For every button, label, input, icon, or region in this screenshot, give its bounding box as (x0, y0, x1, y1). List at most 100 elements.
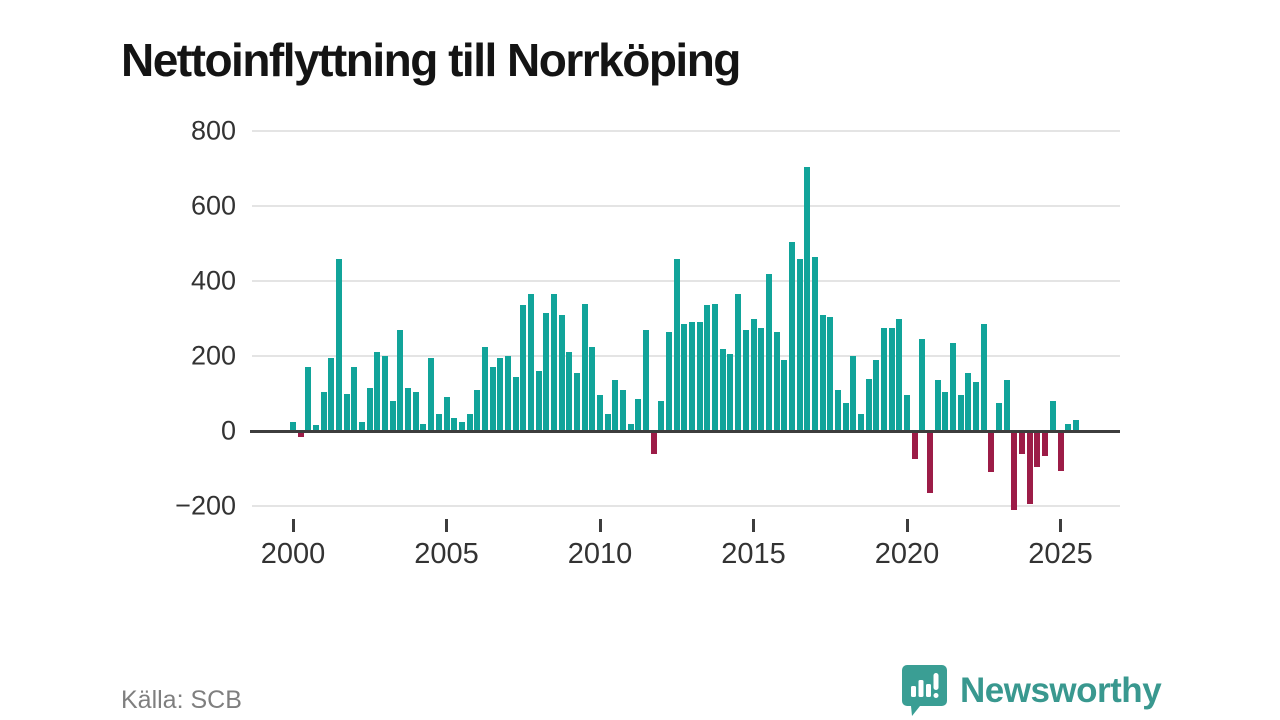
bar-2013-q2 (696, 322, 703, 431)
bar-2023-q1 (996, 402, 1003, 431)
bar-2011-q3 (643, 329, 650, 431)
x-axis-tick-2010 (598, 519, 602, 532)
bar-2025-q3 (1072, 419, 1079, 431)
bar-2002-q1 (351, 367, 358, 431)
bar-2019-q3 (888, 327, 895, 431)
x-axis-tick-2025 (1059, 519, 1062, 532)
bar-2024-q4 (1049, 401, 1056, 431)
bar-2024-q2 (1034, 433, 1041, 467)
bar-2008-q1 (535, 371, 542, 431)
bar-2002-q4 (374, 352, 381, 431)
bar-2003-q1 (382, 356, 389, 431)
bar-2014-q4 (742, 329, 749, 431)
bar-2024-q3 (1042, 433, 1049, 456)
bar-2000-q1 (290, 421, 296, 431)
bar-2023-q4 (1019, 433, 1026, 454)
bar-2017-q2 (819, 314, 826, 431)
bar-2014-q3 (735, 294, 742, 431)
x-axis-label-2000: 2000 (260, 538, 326, 570)
y-axis-label--200: −200 (175, 490, 236, 521)
bar-2012-q4 (681, 324, 688, 431)
bar-2009-q1 (566, 352, 573, 431)
bar-2001-q4 (343, 393, 350, 431)
bar-2019-q4 (896, 318, 903, 431)
bar-2025-q2 (1065, 423, 1072, 431)
bar-2025-q1 (1057, 433, 1064, 471)
bar-2005-q2 (451, 417, 458, 431)
x-axis-label-2020: 2020 (874, 538, 940, 570)
bar-2018-q2 (850, 356, 857, 431)
bar-2018-q4 (865, 378, 872, 431)
bar-2007-q2 (512, 376, 519, 431)
bar-2000-q4 (313, 425, 320, 431)
bar-2001-q3 (336, 258, 343, 431)
bar-2002-q3 (366, 387, 373, 431)
bar-2015-q4 (773, 331, 780, 431)
x-axis-tick-2005 (445, 519, 448, 532)
bar-2021-q4 (957, 395, 964, 431)
x-axis-label-2010: 2010 (567, 538, 633, 570)
y-axis-label-200: 200 (190, 340, 236, 371)
bar-2003-q4 (405, 387, 412, 431)
gridline-400 (252, 280, 1120, 282)
bar-2008-q3 (550, 294, 557, 431)
bar-2022-q3 (980, 324, 987, 431)
bar-2006-q4 (497, 357, 504, 431)
bar-2018-q1 (842, 402, 849, 431)
bar-2015-q2 (758, 327, 765, 431)
bar-2007-q1 (504, 356, 511, 431)
bar-2017-q1 (811, 256, 818, 431)
bar-2006-q2 (481, 346, 488, 431)
bar-2020-q2 (911, 433, 918, 460)
bar-2000-q3 (305, 367, 312, 431)
bar-2010-q2 (604, 414, 611, 431)
bar-2009-q2 (573, 372, 580, 431)
bar-2023-q2 (1003, 380, 1010, 431)
bar-2019-q1 (873, 359, 880, 431)
bar-2012-q2 (666, 331, 673, 431)
bar-2009-q3 (581, 303, 588, 431)
bar-2011-q2 (635, 399, 642, 431)
bar-2013-q1 (689, 322, 696, 431)
bar-glyph-3 (926, 684, 931, 697)
bar-2019-q2 (880, 327, 887, 431)
bar-2014-q2 (727, 354, 734, 431)
bar-2012-q3 (673, 258, 680, 431)
bar-2016-q4 (804, 166, 811, 431)
bar-2020-q1 (904, 395, 910, 431)
bar-2021-q1 (934, 380, 941, 431)
x-axis-label-2025: 2025 (1028, 538, 1093, 570)
bar-2013-q4 (712, 303, 719, 431)
bar-2022-q4 (988, 433, 995, 473)
bar-2006-q1 (474, 389, 481, 431)
bar-2007-q3 (520, 305, 527, 431)
bar-2006-q3 (489, 367, 496, 431)
newsworthy-logo: Newsworthy (901, 664, 1162, 717)
x-axis-tick-2020 (905, 519, 909, 532)
bar-glyph-1 (911, 686, 916, 697)
chart-title: Nettoinflyttning till Norrköping (121, 33, 741, 86)
bar-2004-q1 (412, 391, 419, 431)
bar-2012-q1 (658, 401, 665, 431)
bar-2005-q4 (466, 414, 473, 431)
bar-2004-q3 (428, 357, 435, 431)
bar-2010-q3 (612, 380, 619, 431)
y-axis-label-600: 600 (190, 190, 236, 221)
bar-2023-q3 (1011, 433, 1018, 510)
bar-2011-q1 (627, 423, 634, 431)
x-axis-tick-2015 (752, 519, 755, 532)
bar-2016-q1 (781, 359, 788, 431)
bar-2008-q2 (543, 312, 550, 431)
bar-2004-q2 (420, 423, 427, 431)
bar-2022-q1 (965, 372, 972, 431)
y-axis-label-0: 0 (220, 415, 236, 446)
bar-2010-q1 (597, 395, 603, 431)
bar-2015-q3 (765, 273, 772, 431)
bar-2011-q4 (650, 433, 657, 454)
bar-2020-q4 (927, 433, 934, 493)
exclamation-dot (933, 693, 939, 698)
newsworthy-speech-bubble-icon (902, 665, 947, 716)
bar-2015-q1 (750, 318, 757, 431)
speech-bubble-shape (902, 665, 947, 716)
